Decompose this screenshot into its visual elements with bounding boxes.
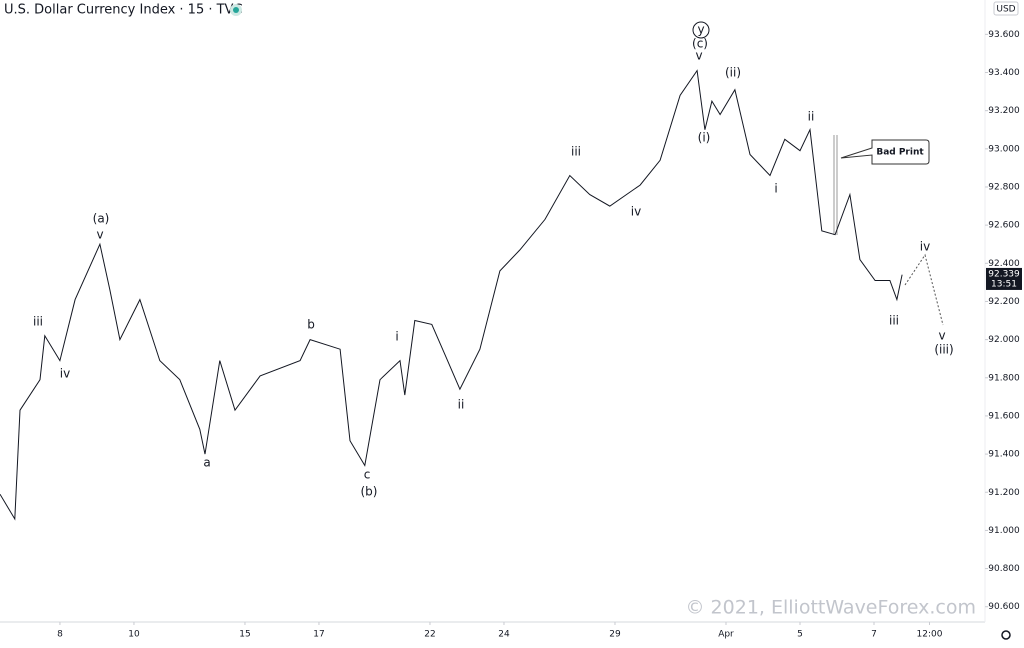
wave-label: iv xyxy=(631,205,641,219)
callout-text: Bad Print xyxy=(876,148,924,158)
y-tick-label: 90.800 xyxy=(988,564,1020,574)
y-tick-label: 90.600 xyxy=(988,602,1020,612)
wave-label: a xyxy=(203,456,210,470)
wave-label: (c) xyxy=(692,37,708,51)
y-tick-label: 93.200 xyxy=(988,106,1020,116)
y-tick-label: 92.400 xyxy=(988,259,1020,269)
wave-label: c xyxy=(364,468,371,482)
currency-box[interactable] xyxy=(993,1,1019,16)
x-tick-label: 10 xyxy=(128,630,140,640)
wave-label: b xyxy=(307,318,315,332)
x-tick-label: 24 xyxy=(498,630,510,640)
x-tick-label: 8 xyxy=(57,630,63,640)
y-tick-label: 91.200 xyxy=(988,488,1020,498)
y-tick-label: 91.800 xyxy=(988,373,1020,383)
gear[interactable] xyxy=(1001,630,1011,640)
wave-label: (b) xyxy=(361,485,378,499)
x-tick-label: 22 xyxy=(424,630,435,640)
chart-title: U.S. Dollar Currency Index · 15 · TVC xyxy=(4,3,243,18)
price-line xyxy=(0,69,903,521)
y-tick-label: 93.600 xyxy=(988,30,1020,40)
x-tick-label: Apr xyxy=(718,630,734,640)
wave-label: (iii) xyxy=(934,343,953,357)
y-tick-label: 92.200 xyxy=(988,297,1020,307)
y-tick-label: 92.800 xyxy=(988,182,1020,192)
y-tick-label: 91.000 xyxy=(988,526,1020,536)
x-tick-label: 29 xyxy=(609,630,621,640)
y-tick-label: 92.600 xyxy=(988,221,1020,231)
wave-label: iv xyxy=(60,367,70,381)
y-tick-label: 91.400 xyxy=(988,450,1020,460)
x-tick-label: 15 xyxy=(239,630,250,640)
projection xyxy=(904,253,944,326)
wave-label: v xyxy=(96,228,103,242)
wave-label: iii xyxy=(33,315,43,329)
x-tick-label: 5 xyxy=(797,630,803,640)
wave-label: i xyxy=(774,182,777,196)
x-tick-label: 17 xyxy=(313,630,324,640)
wave-label: ii xyxy=(458,398,465,412)
wave-label: (i) xyxy=(698,131,711,145)
x-tick-label: 12:00 xyxy=(917,630,943,640)
wave-label: v xyxy=(695,49,702,63)
status-dot xyxy=(233,7,239,13)
wave-circle xyxy=(692,21,710,39)
watermark: © 2021, ElliottWaveForex.com xyxy=(686,597,976,619)
last-price-label: 92.339 xyxy=(988,269,1020,279)
callout-box xyxy=(840,139,930,165)
y-tick-label: 93.000 xyxy=(988,144,1020,154)
settings-icon[interactable] xyxy=(1001,630,1011,640)
last-price-box xyxy=(986,267,1022,290)
wave-label: i xyxy=(395,330,398,344)
wave-label: iv xyxy=(920,240,930,254)
wave-label: iii xyxy=(571,145,581,159)
wave-label: (a) xyxy=(93,212,110,226)
wave-label: (ii) xyxy=(725,66,741,80)
wave-label: iii xyxy=(889,314,899,328)
countdown-label: 13:51 xyxy=(991,279,1017,289)
wave-label: v xyxy=(938,329,945,343)
y-tick-label: 93.400 xyxy=(988,68,1020,78)
y-tick-label: 92.000 xyxy=(988,335,1020,345)
currency-label: USD xyxy=(996,5,1015,15)
wave-label: ii xyxy=(808,110,815,124)
x-tick-label: 7 xyxy=(871,630,877,640)
wave-label: y xyxy=(697,23,704,37)
y-tick-label: 91.600 xyxy=(988,411,1020,421)
